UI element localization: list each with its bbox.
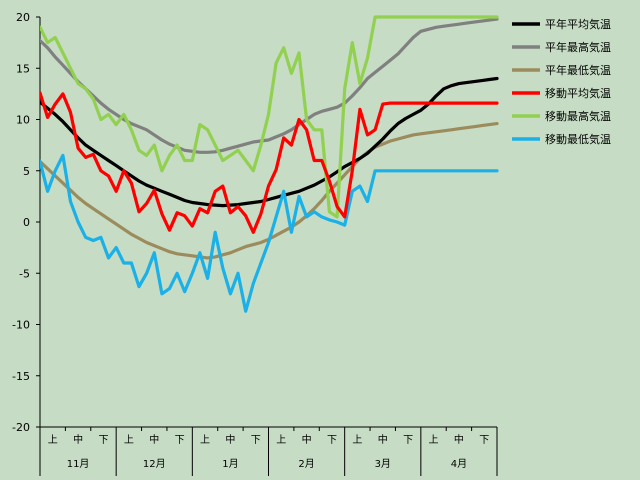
- legend-label-min_moving: 移動最低気温: [545, 132, 611, 146]
- month-label-4: 3月: [375, 458, 391, 470]
- period-label-0-1: 中: [73, 433, 83, 446]
- period-label-4-2: 下: [403, 435, 413, 446]
- period-label-0-2: 下: [98, 435, 108, 446]
- series-line-avg_normal: [40, 76, 499, 208]
- y-tick-label--5: -5: [19, 267, 30, 280]
- legend-label-avg_moving: 移動平均気温: [545, 86, 611, 100]
- period-label-5-1: 中: [454, 433, 464, 446]
- period-label-2-2: 下: [251, 435, 261, 446]
- month-label-0: 11月: [67, 458, 90, 470]
- y-tick-label-10: 10: [16, 114, 30, 127]
- period-label-3-1: 中: [302, 433, 312, 446]
- y-tick-label-0: 0: [23, 216, 30, 229]
- series-line-max_normal: [40, 17, 499, 154]
- period-label-5-2: 下: [479, 435, 489, 446]
- period-label-4-0: 上: [352, 434, 362, 446]
- y-tick-label-20: 20: [16, 11, 30, 24]
- legend-label-max_moving: 移動最高気温: [545, 109, 611, 123]
- legend-label-avg_normal: 平年平均気温: [545, 17, 611, 31]
- month-label-3: 2月: [298, 458, 314, 470]
- legend-label-max_normal: 平年最高気温: [545, 40, 611, 54]
- y-tick-label--15: -15: [12, 370, 30, 383]
- period-label-0-0: 上: [48, 434, 58, 446]
- period-label-4-1: 中: [378, 433, 388, 446]
- month-label-5: 4月: [451, 458, 467, 470]
- period-label-2-0: 上: [200, 434, 210, 446]
- period-label-3-2: 下: [327, 435, 337, 446]
- period-label-1-0: 上: [124, 434, 134, 446]
- y-tick-label-15: 15: [16, 62, 30, 75]
- month-label-2: 1月: [222, 458, 238, 470]
- y-tick-label-5: 5: [23, 165, 30, 178]
- month-label-1: 12月: [143, 458, 166, 470]
- legend-label-min_normal: 平年最低気温: [545, 63, 611, 77]
- series-line-min_moving: [40, 153, 499, 313]
- y-tick-label--20: -20: [12, 421, 30, 434]
- series-line-avg_moving: [40, 91, 499, 234]
- series-line-max_moving: [40, 15, 499, 219]
- period-label-3-0: 上: [276, 434, 286, 446]
- period-label-1-2: 下: [175, 435, 185, 446]
- period-label-2-1: 中: [225, 433, 235, 446]
- period-label-5-0: 上: [429, 434, 439, 446]
- y-tick-label--10: -10: [12, 319, 30, 332]
- period-label-1-1: 中: [149, 433, 159, 446]
